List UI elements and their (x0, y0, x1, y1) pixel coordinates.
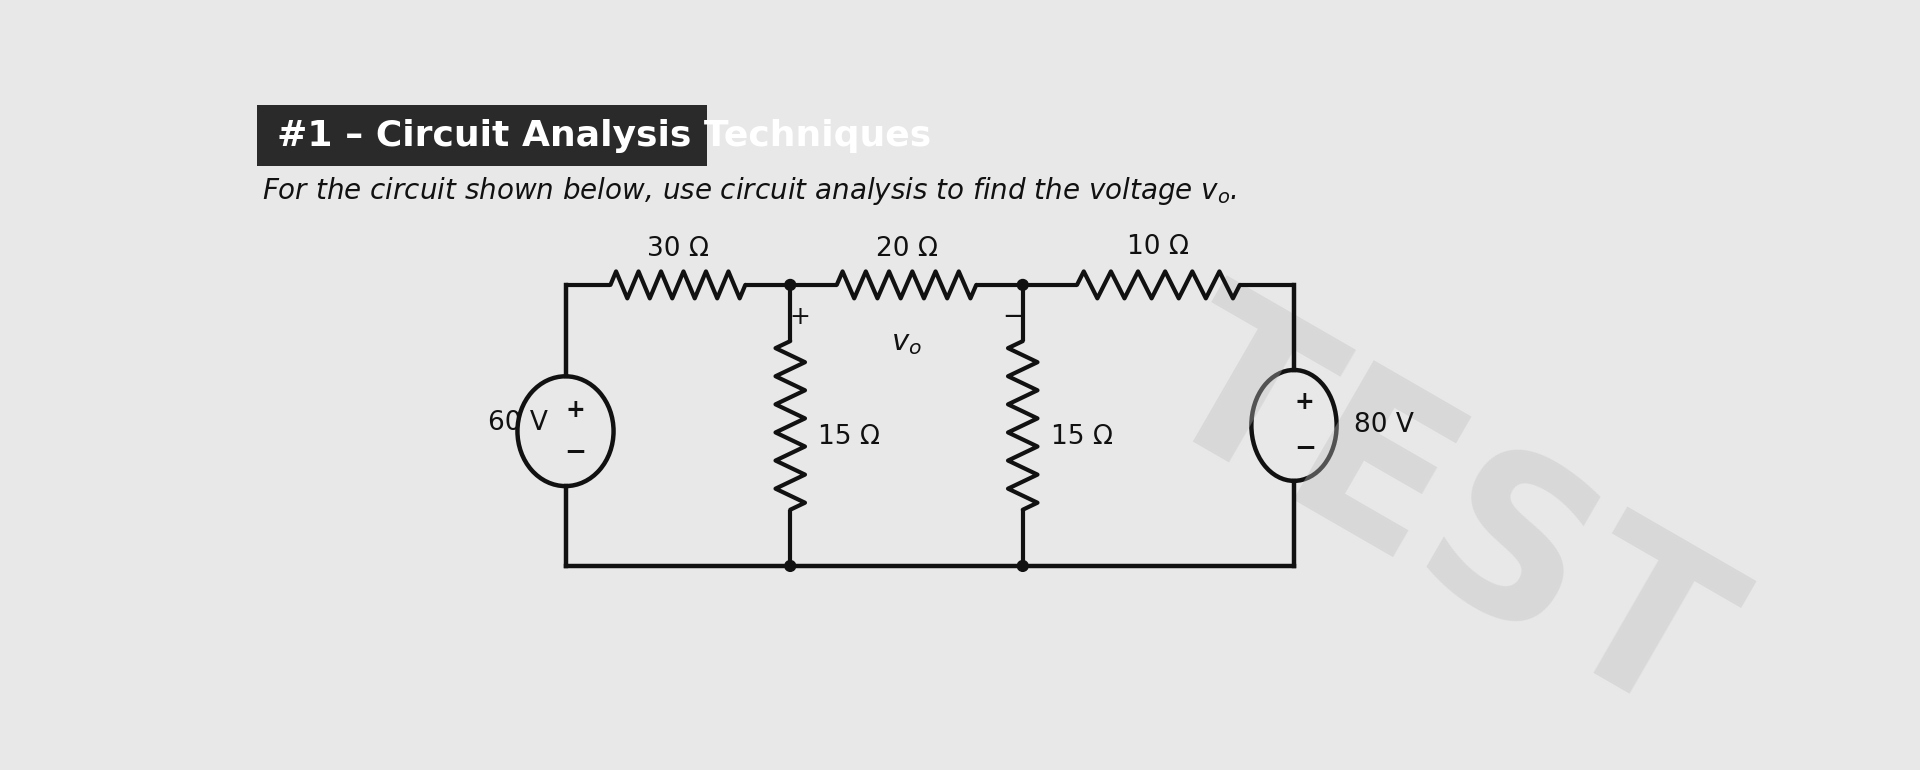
Circle shape (1018, 280, 1029, 290)
Circle shape (785, 280, 795, 290)
Text: 10 Ω: 10 Ω (1127, 234, 1188, 260)
Text: #1 – Circuit Analysis Techniques: #1 – Circuit Analysis Techniques (276, 119, 931, 152)
Circle shape (785, 561, 795, 571)
Text: −: − (1002, 304, 1025, 330)
Text: 30 Ω: 30 Ω (647, 236, 708, 262)
Text: $v_o$: $v_o$ (891, 329, 922, 357)
Text: +: + (789, 305, 810, 330)
Text: TEST: TEST (1121, 270, 1761, 762)
Text: 15 Ω: 15 Ω (1050, 424, 1114, 450)
Text: 15 Ω: 15 Ω (818, 424, 879, 450)
FancyBboxPatch shape (257, 105, 707, 166)
Text: −: − (564, 440, 588, 466)
Text: 80 V: 80 V (1354, 413, 1413, 438)
Text: 60 V: 60 V (488, 410, 547, 437)
Text: 20 Ω: 20 Ω (876, 236, 937, 262)
Circle shape (1018, 561, 1029, 571)
Text: +: + (566, 397, 586, 422)
Text: For the circuit shown below, use circuit analysis to find the voltage $v_o$.: For the circuit shown below, use circuit… (261, 175, 1236, 207)
Text: +: + (1294, 390, 1315, 414)
Text: −: − (1294, 436, 1315, 461)
